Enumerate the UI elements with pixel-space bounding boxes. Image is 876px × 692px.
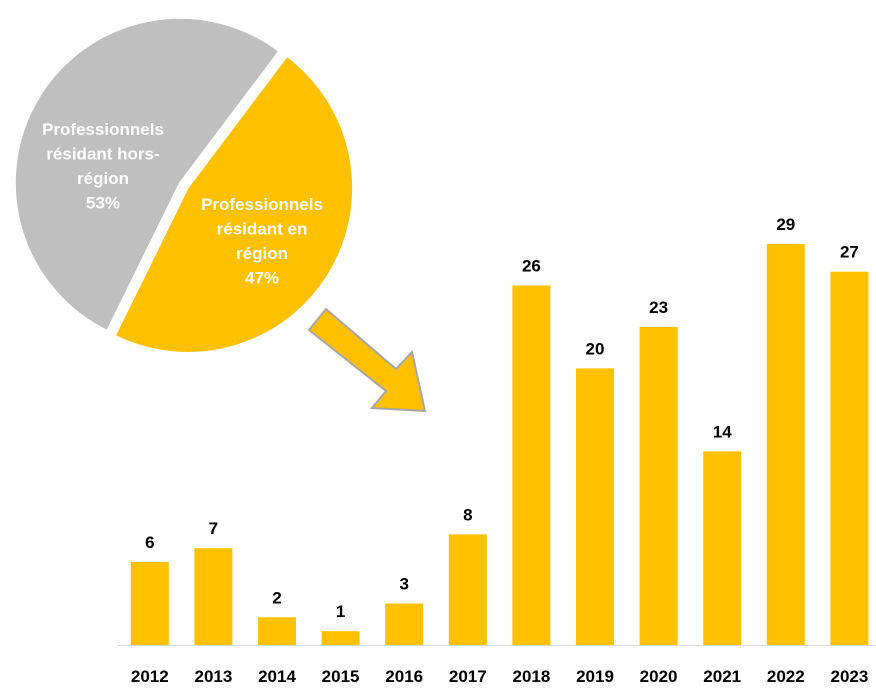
- pie-chart: Professionnels résidant en région 47% Profes…: [13, 16, 355, 354]
- pie-label-hors-region-1: résidant hors-: [46, 145, 159, 164]
- bar-2015: [321, 631, 360, 645]
- arrow-shape: [307, 307, 427, 413]
- x-tick-label-2018: 2018: [512, 667, 550, 686]
- pie-label-en-region-1: résidant en: [217, 220, 308, 239]
- bar-2023: [830, 271, 869, 645]
- x-tick-label-2012: 2012: [131, 667, 169, 686]
- pie-slice-en-region: [113, 54, 355, 354]
- bar-2019: [576, 368, 614, 645]
- bar-2012: [130, 562, 169, 645]
- pie-label-hors-region-2: région: [77, 169, 129, 188]
- bar-2020: [639, 327, 678, 645]
- data-label-2022: 29: [776, 215, 795, 234]
- bar-chart: 6201272013220141201532016820172620182020…: [118, 215, 876, 686]
- data-label-2013: 7: [209, 519, 218, 538]
- x-tick-label-2017: 2017: [449, 667, 487, 686]
- pie-label-hors-region-0: Professionnels: [42, 120, 164, 139]
- bar-2013: [194, 548, 233, 645]
- pie-label-en-region-2: région: [236, 244, 288, 263]
- x-tick-label-2022: 2022: [767, 667, 805, 686]
- data-label-2012: 6: [145, 533, 154, 552]
- x-tick-label-2020: 2020: [640, 667, 678, 686]
- bar-2016: [385, 603, 424, 645]
- data-label-2016: 3: [399, 575, 408, 594]
- data-label-2020: 23: [649, 298, 668, 317]
- data-label-2021: 14: [713, 422, 732, 441]
- x-tick-label-2015: 2015: [322, 667, 360, 686]
- x-tick-label-2023: 2023: [830, 667, 868, 686]
- data-label-2018: 26: [522, 257, 541, 276]
- pie-label-hors-region-3: 53%: [86, 194, 120, 213]
- data-label-2015: 1: [336, 602, 345, 621]
- bar-2017: [448, 534, 487, 645]
- data-label-2017: 8: [463, 505, 472, 524]
- bar-2022: [766, 244, 805, 645]
- arrow-down-right-icon: [307, 307, 427, 413]
- x-tick-label-2021: 2021: [703, 667, 741, 686]
- data-label-2019: 20: [586, 339, 605, 358]
- pie-label-en-region-3: 47%: [245, 269, 279, 288]
- bar-2021: [703, 451, 742, 645]
- data-label-2023: 27: [840, 243, 859, 262]
- pie-label-en-region-0: Professionnels: [201, 195, 323, 214]
- pie-slice-hors-region: [13, 16, 281, 333]
- x-tick-label-2016: 2016: [385, 667, 423, 686]
- x-tick-label-2013: 2013: [194, 667, 232, 686]
- data-label-2014: 2: [272, 588, 281, 607]
- x-tick-label-2014: 2014: [258, 667, 296, 686]
- bar-2014: [258, 617, 296, 645]
- x-tick-label-2019: 2019: [576, 667, 614, 686]
- bar-2018: [512, 285, 551, 645]
